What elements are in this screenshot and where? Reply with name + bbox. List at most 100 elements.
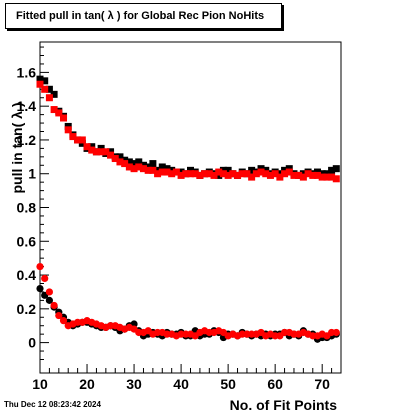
data-point-s3 xyxy=(45,288,54,296)
data-point-s0 xyxy=(36,75,44,83)
data-point-s2 xyxy=(205,170,213,178)
data-point-s2 xyxy=(97,148,105,156)
data-point-s0 xyxy=(158,163,166,171)
data-point-s2 xyxy=(234,171,242,179)
data-point-s2 xyxy=(182,170,190,178)
data-point-s0 xyxy=(41,77,49,85)
data-point-s2 xyxy=(248,173,256,181)
data-point-s2 xyxy=(74,136,82,144)
data-point-s0 xyxy=(149,160,157,168)
data-point-s2 xyxy=(45,94,53,102)
data-point-s1 xyxy=(45,296,54,304)
data-point-s2 xyxy=(201,170,209,178)
data-point-s2 xyxy=(177,171,185,179)
data-point-s2 xyxy=(144,166,152,174)
data-point-s2 xyxy=(271,170,279,178)
x-tick-label: 50 xyxy=(220,376,236,392)
data-point-s2 xyxy=(83,143,91,151)
data-point-s3 xyxy=(332,328,340,337)
data-point-s2 xyxy=(111,155,119,163)
data-point-s2 xyxy=(309,171,317,179)
data-point-s3 xyxy=(41,274,49,283)
data-point-s0 xyxy=(125,158,133,166)
data-point-s2 xyxy=(196,171,204,179)
data-point-s2 xyxy=(299,173,307,181)
chart-title-box: Fitted pull in tan( λ ) for Global Rec P… xyxy=(5,3,282,29)
data-point-s2 xyxy=(130,165,138,173)
y-tick-label: 1.4 xyxy=(17,98,37,114)
data-point-s0 xyxy=(45,85,53,93)
data-point-s2 xyxy=(60,114,68,122)
data-point-s2 xyxy=(229,170,237,178)
data-point-s2 xyxy=(50,106,58,114)
data-point-s0 xyxy=(135,158,143,166)
data-point-s2 xyxy=(107,151,115,159)
data-point-s2 xyxy=(276,173,284,181)
data-point-s0 xyxy=(332,165,340,173)
data-point-s2 xyxy=(238,170,246,178)
data-point-s1 xyxy=(36,284,44,293)
data-point-s2 xyxy=(121,160,129,168)
data-point-s3 xyxy=(59,317,68,325)
data-point-s2 xyxy=(266,171,274,179)
data-point-s2 xyxy=(125,163,133,171)
data-point-s2 xyxy=(154,170,162,178)
x-tick-label: 30 xyxy=(126,376,142,392)
y-tick-label: 1 xyxy=(28,166,36,182)
y-tick-label: 0 xyxy=(28,335,36,351)
data-point-s2 xyxy=(116,158,124,166)
data-point-s2 xyxy=(64,126,72,134)
x-axis-label: No. of Fit Points xyxy=(230,397,338,413)
data-point-s2 xyxy=(55,109,63,117)
x-tick-label: 60 xyxy=(267,376,283,392)
x-tick-label: 20 xyxy=(79,376,95,392)
data-point-s2 xyxy=(210,171,218,179)
data-point-s2 xyxy=(149,166,157,174)
data-point-s2 xyxy=(224,171,232,179)
data-point-s2 xyxy=(290,171,298,179)
data-point-s0 xyxy=(130,160,138,168)
data-point-s2 xyxy=(243,170,251,178)
data-point-s2 xyxy=(295,171,303,179)
data-point-s2 xyxy=(168,170,176,178)
data-point-s2 xyxy=(135,163,143,171)
data-point-s2 xyxy=(219,170,227,178)
y-tick-label: 1.6 xyxy=(17,64,37,80)
data-point-s2 xyxy=(139,165,147,173)
data-point-s2 xyxy=(323,173,331,181)
data-point-s0 xyxy=(328,166,336,174)
data-point-s2 xyxy=(318,173,326,181)
data-point-s2 xyxy=(304,170,312,178)
y-tick-label: 0.2 xyxy=(17,301,37,317)
data-point-s3 xyxy=(55,311,63,320)
data-point-s2 xyxy=(41,85,49,93)
chart-title: Fitted pull in tan( λ ) for Global Rec P… xyxy=(16,10,265,22)
data-point-s2 xyxy=(36,80,44,88)
y-axis-label: pull in tan( λ ) xyxy=(9,103,25,194)
data-point-s0 xyxy=(224,166,232,174)
data-point-s2 xyxy=(102,148,110,156)
data-point-s2 xyxy=(191,170,199,178)
data-point-s2 xyxy=(78,136,86,144)
data-point-s2 xyxy=(92,148,100,156)
data-point-s2 xyxy=(215,168,223,176)
data-point-s2 xyxy=(313,171,321,179)
y-tick-label: 0.6 xyxy=(17,233,37,249)
timestamp: Thu Dec 12 08:23:42 2024 xyxy=(4,400,101,409)
data-point-s2 xyxy=(172,168,180,176)
data-point-s2 xyxy=(285,168,293,176)
data-point-s2 xyxy=(252,170,260,178)
data-point-s3 xyxy=(50,301,58,310)
y-tick-label: 0.4 xyxy=(17,267,37,283)
y-tick-label: 0.8 xyxy=(17,200,37,216)
data-point-s2 xyxy=(262,170,270,178)
data-point-s2 xyxy=(332,175,340,183)
data-point-s2 xyxy=(328,173,336,181)
data-point-s2 xyxy=(281,170,289,178)
data-point-s2 xyxy=(163,168,171,176)
x-tick-label: 10 xyxy=(32,376,48,392)
data-point-s0 xyxy=(50,90,58,98)
data-point-s2 xyxy=(187,170,194,178)
data-point-s2 xyxy=(257,168,265,176)
